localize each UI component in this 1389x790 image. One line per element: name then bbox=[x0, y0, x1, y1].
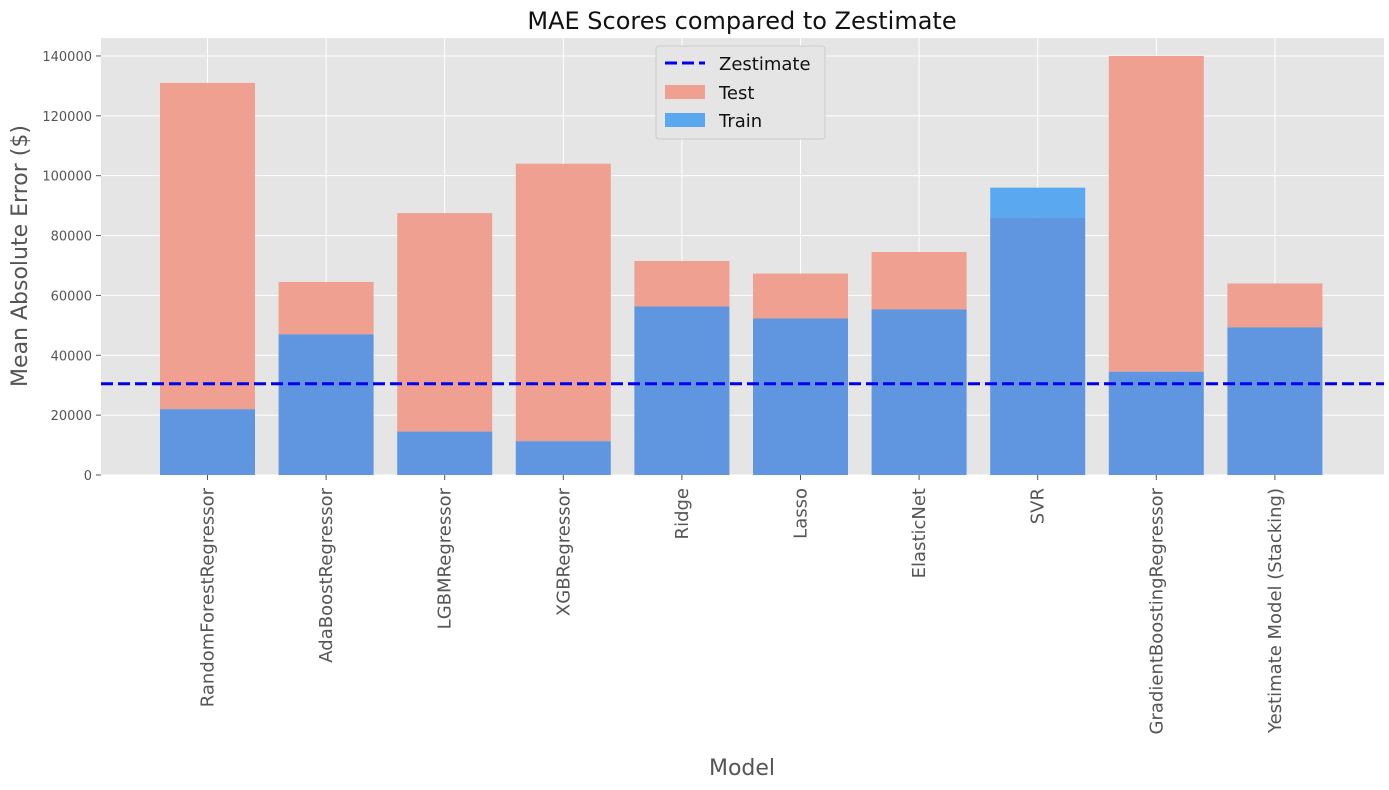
bars bbox=[160, 55, 1323, 475]
x-axis-ticks: RandomForestRegressor AdaBoostRegressor LG… bbox=[198, 475, 1286, 734]
bar-overlap bbox=[397, 431, 493, 475]
chart-title: MAE Scores compared to Zestimate bbox=[527, 7, 956, 35]
bar-test bbox=[871, 252, 967, 310]
x-axis-title: Model bbox=[709, 756, 775, 781]
bar-test bbox=[634, 260, 730, 307]
bar-overlap bbox=[634, 306, 730, 475]
x-tick-label: Ridge bbox=[672, 488, 693, 539]
y-tick-label: 80000 bbox=[51, 230, 92, 245]
x-tick-label: LGBMRegressor bbox=[435, 487, 456, 629]
bar-overlap bbox=[160, 409, 255, 475]
x-tick-label: GradientBoostingRegressor bbox=[1146, 487, 1167, 734]
y-tick-label: 40000 bbox=[51, 349, 92, 364]
y-tick-label: 140000 bbox=[42, 50, 92, 65]
bar-overlap bbox=[278, 334, 374, 475]
legend-test-label: Test bbox=[718, 83, 754, 104]
bar-overlap bbox=[515, 441, 611, 475]
x-tick-label: RandomForestRegressor bbox=[198, 487, 219, 707]
legend: Zestimate Test Train bbox=[655, 45, 826, 140]
x-tick-label: Yestimate Model (Stacking) bbox=[1265, 488, 1286, 734]
bar-overlap bbox=[871, 309, 967, 475]
legend-test-swatch bbox=[665, 85, 705, 99]
bar-train bbox=[990, 187, 1086, 218]
bar-overlap bbox=[1108, 371, 1204, 475]
bar-test bbox=[278, 281, 374, 335]
x-tick-label: Lasso bbox=[791, 488, 812, 539]
x-tick-label: ElasticNet bbox=[909, 488, 930, 578]
y-tick-label: 120000 bbox=[42, 110, 92, 125]
bar-test bbox=[397, 213, 493, 432]
x-tick-label: SVR bbox=[1028, 488, 1049, 524]
y-tick-label: 100000 bbox=[42, 170, 92, 185]
y-tick-label: 60000 bbox=[51, 289, 92, 304]
x-tick-label: AdaBoostRegressor bbox=[316, 487, 337, 662]
bar-test bbox=[515, 163, 611, 442]
y-tick-label: 0 bbox=[84, 469, 92, 484]
bar-test bbox=[160, 82, 255, 410]
bar-test bbox=[753, 273, 848, 319]
bar-overlap bbox=[753, 318, 848, 475]
bar-test bbox=[1227, 283, 1323, 328]
y-tick-label: 20000 bbox=[51, 409, 92, 424]
legend-train-swatch bbox=[665, 113, 705, 127]
bar-overlap bbox=[990, 217, 1086, 475]
bar-test bbox=[1108, 55, 1204, 372]
y-axis-title: Mean Absolute Error ($) bbox=[8, 125, 33, 387]
x-tick-label: XGBRegressor bbox=[553, 487, 574, 616]
legend-zestimate-label: Zestimate bbox=[719, 54, 811, 75]
legend-train-label: Train bbox=[718, 111, 762, 132]
bar-overlap bbox=[1227, 327, 1323, 475]
y-axis-ticks: 0 20000 40000 60000 80000 100000 120000 140000 bbox=[42, 50, 101, 484]
